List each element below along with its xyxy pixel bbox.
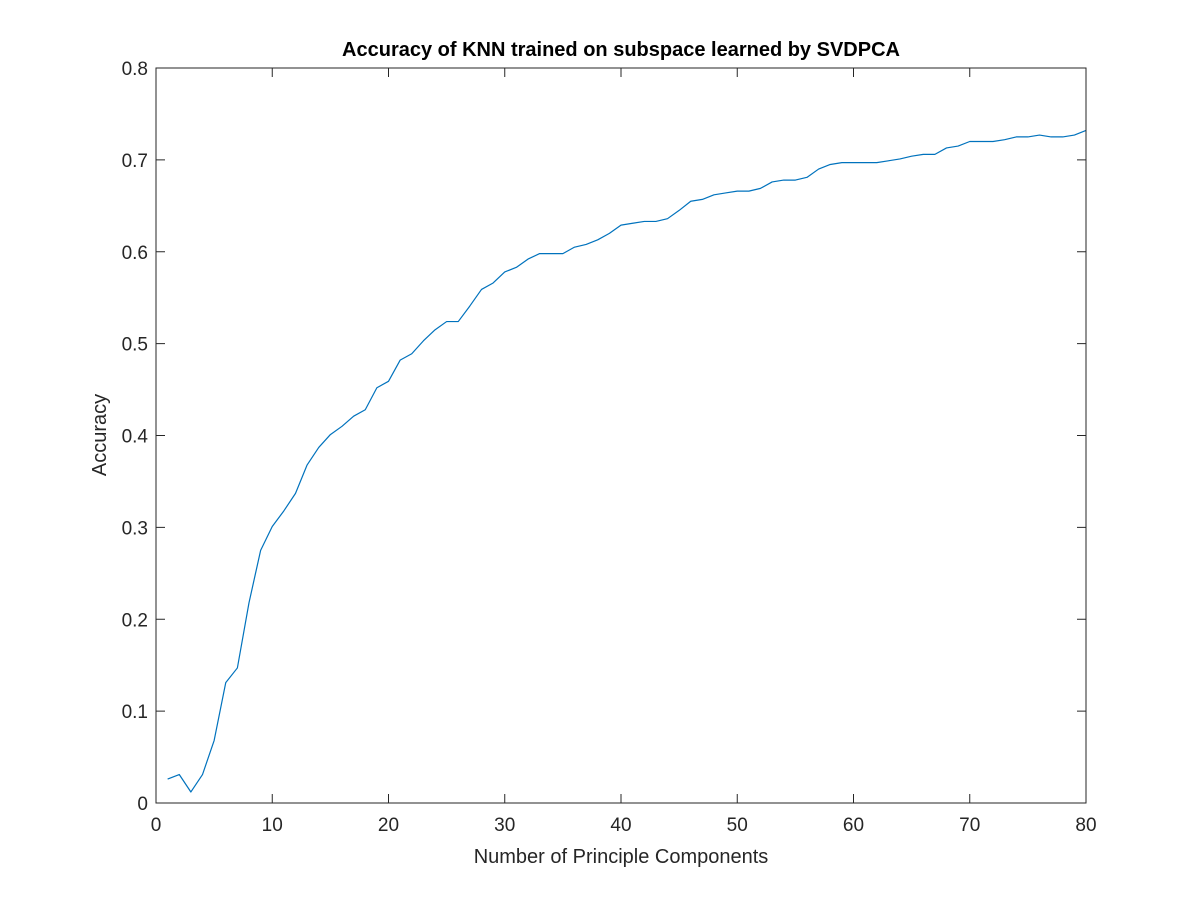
x-tick-label: 20 (378, 815, 399, 836)
y-tick-label: 0 (137, 794, 148, 815)
x-tick-label: 0 (151, 815, 162, 836)
x-tick-label: 30 (494, 815, 515, 836)
series-layer (167, 129, 1087, 793)
y-tick-label: 0.4 (122, 427, 149, 448)
y-tick-label: 0.8 (122, 59, 148, 80)
x-tick-label: 60 (843, 815, 864, 836)
x-tick-label: 10 (262, 815, 283, 836)
x-axis-label: Number of Principle Components (474, 846, 769, 868)
x-tick-label: 70 (959, 815, 980, 836)
x-tick-label: 80 (1075, 815, 1096, 836)
series-line (167, 129, 1087, 793)
y-tick-label: 0.6 (122, 243, 148, 264)
y-axis-label: Accuracy (89, 394, 111, 476)
y-tick-label: 0.1 (122, 702, 148, 723)
tick-labels-layer: 0 10 20 30 40 50 60 70 80 0 0.1 0.2 0.3 0.4 0.5 0.6 0.7 0… (122, 59, 1097, 836)
plot-area (156, 68, 1086, 803)
axes-box (155, 67, 1087, 804)
x-tick-label: 50 (727, 815, 748, 836)
y-tick-label: 0.2 (122, 610, 148, 631)
y-tick-label: 0.3 (122, 518, 148, 539)
y-tick-label: 0.7 (122, 151, 148, 172)
x-tick-label: 40 (610, 815, 631, 836)
y-tick-label: 0.5 (122, 335, 148, 356)
chart-title: Accuracy of KNN trained on subspace lear… (342, 39, 900, 61)
